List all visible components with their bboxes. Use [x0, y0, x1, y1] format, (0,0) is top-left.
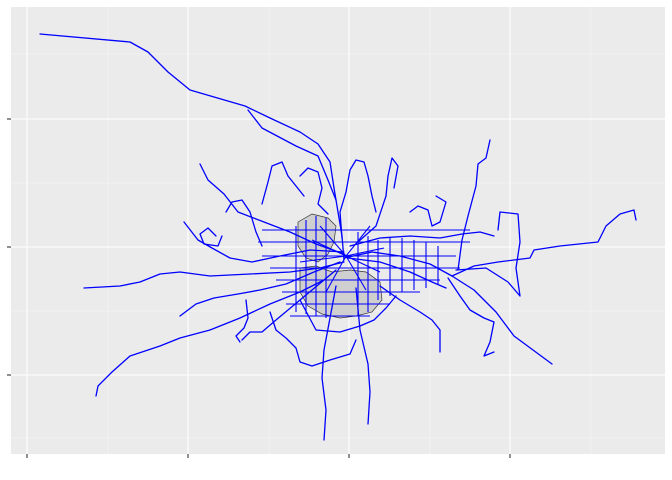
route-southwest: [95, 279, 325, 397]
route-southwest-stub: [235, 299, 249, 343]
grid-horizontals: [258, 229, 470, 317]
route-north-loop: [261, 161, 305, 205]
axis-ticks: [7, 118, 511, 458]
route-east-loop: [455, 211, 521, 297]
route-southeast-3: [447, 277, 495, 357]
route-north: [339, 159, 377, 239]
route-southeast-2: [379, 285, 441, 353]
grid-verticals: [295, 216, 439, 318]
route-west-loop-2: [225, 199, 263, 247]
route-northeast-2: [409, 195, 447, 227]
route-east-2: [349, 231, 495, 247]
route-northwest-branch: [247, 109, 337, 201]
route-north-loop-2: [299, 167, 329, 215]
route-south-loop: [269, 311, 357, 367]
route-west: [83, 261, 345, 289]
route-east: [451, 209, 637, 277]
route-northwest: [39, 33, 345, 261]
route-northeast: [457, 139, 491, 271]
route-south-loop-2: [299, 295, 397, 333]
route-north-2: [357, 157, 399, 243]
downtown-grid: [258, 216, 470, 318]
route-east-3: [347, 257, 447, 289]
route-south: [321, 285, 337, 441]
downtown-hub-spokes: [299, 225, 385, 293]
route-west-loop: [199, 227, 223, 247]
route-west-2: [183, 221, 345, 263]
route-west-3: [179, 261, 341, 317]
